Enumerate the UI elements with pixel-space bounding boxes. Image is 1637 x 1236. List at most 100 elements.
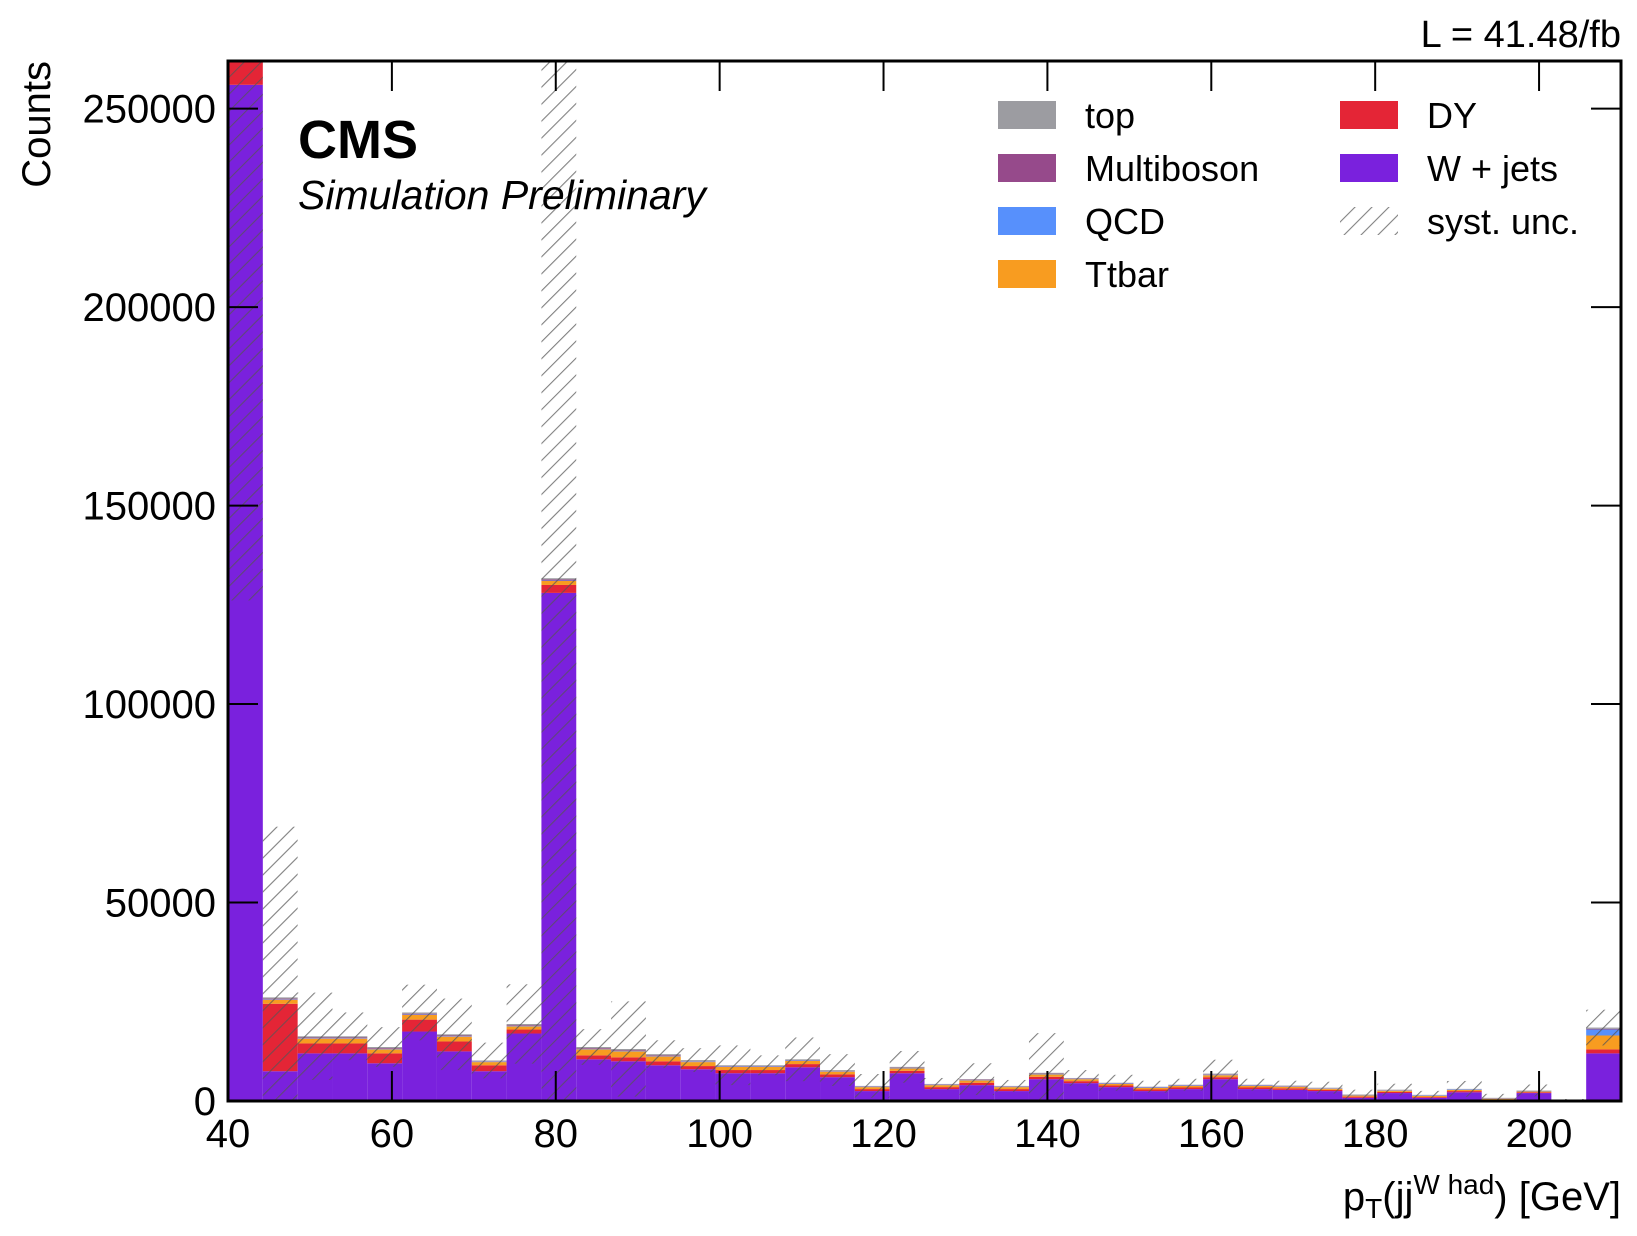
syst-unc-band: [1481, 1093, 1517, 1101]
x-tick-label: 120: [850, 1112, 917, 1156]
syst-unc-band: [959, 1063, 995, 1096]
bar-segment: [750, 1073, 786, 1101]
lumi-label: L = 41.48/fb: [1421, 14, 1621, 56]
x-tick-label: 60: [370, 1112, 415, 1156]
legend-swatch: [1340, 154, 1398, 182]
y-tick-label: 100000: [83, 683, 216, 727]
x-tick-label: 100: [686, 1112, 753, 1156]
bar-segment: [228, 58, 263, 59]
syst-unc-band: [576, 1029, 612, 1065]
syst-unc-band: [1063, 1070, 1099, 1086]
syst-unc-band: [680, 1048, 716, 1073]
y-tick-label: 0: [194, 1080, 216, 1124]
y-tick-label: 200000: [83, 286, 216, 330]
bar-segment: [680, 1069, 716, 1101]
syst-unc-band: [1446, 1080, 1482, 1097]
x-tick-label: 200: [1506, 1112, 1573, 1156]
y-tick-label: 150000: [83, 485, 216, 529]
bar-segment: [1586, 1053, 1621, 1101]
bar-segment: [1377, 1093, 1413, 1101]
x-label-part: p: [1343, 1175, 1365, 1219]
legend-swatch: [998, 101, 1056, 129]
x-tick-label: 160: [1178, 1112, 1245, 1156]
bar-segment: [332, 1053, 368, 1101]
legend-swatch: [998, 207, 1056, 235]
bar-segment: [1412, 1097, 1447, 1101]
syst-unc-band: [402, 984, 437, 1041]
bar-segment: [1342, 1097, 1378, 1101]
x-tick-label: 80: [534, 1112, 579, 1156]
bar-segment: [228, 57, 263, 58]
plot-frame: [226, 59, 1623, 1103]
bar-segment: [1586, 1049, 1621, 1054]
histogram: [228, 57, 1621, 1101]
syst-unc-band: [228, 61, 263, 601]
bar-segment: [645, 1065, 681, 1101]
bar-segment: [367, 1063, 403, 1101]
legend-label: W + jets: [1427, 148, 1558, 189]
bar-segment: [1237, 1089, 1273, 1101]
syst-unc-band: [1377, 1083, 1413, 1096]
x-tick-label: 40: [206, 1112, 251, 1156]
legend-swatch: [1340, 101, 1398, 129]
syst-unc-band: [854, 1074, 890, 1098]
syst-unc-band: [1516, 1084, 1552, 1097]
syst-unc-band: [1098, 1074, 1134, 1091]
x-label-sub: T: [1365, 1193, 1382, 1224]
syst-unc-band: [1586, 1009, 1621, 1046]
bar-segment: [1516, 1093, 1552, 1101]
x-tick-label: 140: [1014, 1112, 1081, 1156]
syst-unc-band: [645, 1040, 681, 1069]
legend-label: Ttbar: [1085, 254, 1169, 295]
bar-segment: [1307, 1091, 1343, 1101]
experiment-label: CMS: [298, 110, 418, 170]
syst-unc-band: [715, 1045, 751, 1086]
syst-unc-band: [297, 992, 333, 1080]
y-tick-label: 250000: [83, 88, 216, 132]
y-tick-label: 50000: [105, 882, 216, 926]
syst-unc-band: [1272, 1080, 1308, 1091]
syst-unc-band: [924, 1077, 960, 1090]
syst-unc-band: [332, 1012, 368, 1061]
syst-unc-band: [1412, 1090, 1447, 1099]
syst-unc-band: [994, 1079, 1029, 1092]
legend-label: Multiboson: [1085, 148, 1259, 189]
bar-segment: [994, 1091, 1029, 1101]
syst-unc-band: [1028, 1033, 1064, 1101]
bar-segment: [402, 1031, 437, 1101]
syst-unc-band: [1237, 1078, 1273, 1091]
syst-unc-band: [611, 1001, 646, 1097]
legend: top Multiboson QCD Ttbar DY W + jets syst. unc…: [998, 95, 1579, 295]
syst-unc-band: [367, 1027, 403, 1067]
syst-unc-band: [1307, 1081, 1343, 1094]
legend-label: QCD: [1085, 201, 1165, 242]
syst-unc-band: [785, 1037, 821, 1082]
legend-swatch: [1340, 207, 1398, 235]
x-label-part: (jj: [1382, 1175, 1413, 1219]
syst-unc-band: [471, 1042, 507, 1079]
legend-label: top: [1085, 95, 1135, 136]
bar-segment: [1272, 1089, 1308, 1101]
bar-segment: [1168, 1089, 1204, 1101]
syst-unc-band: [820, 1054, 855, 1086]
x-label-part: ) [GeV]: [1494, 1175, 1621, 1219]
subtitle: Simulation Preliminary: [298, 172, 708, 218]
legend-swatch: [998, 260, 1056, 288]
legend-label: DY: [1427, 95, 1477, 136]
syst-unc-band: [506, 984, 542, 1064]
x-axis-label: pT(jjW had) [GeV]: [1343, 1169, 1621, 1224]
syst-unc-band: [1342, 1089, 1378, 1100]
y-axis-label: Counts: [15, 61, 59, 188]
syst-unc-band: [262, 826, 298, 1101]
syst-unc-band: [541, 61, 577, 1101]
legend-label: syst. unc.: [1427, 201, 1579, 242]
syst-unc-band: [889, 1050, 925, 1083]
syst-unc-band: [1203, 1059, 1238, 1088]
x-tick-label: 180: [1342, 1112, 1409, 1156]
syst-unc-band: [1133, 1080, 1169, 1093]
syst-unc-band: [436, 998, 472, 1071]
bar-segment: [1063, 1083, 1099, 1101]
syst-unc-band: [750, 1055, 786, 1076]
